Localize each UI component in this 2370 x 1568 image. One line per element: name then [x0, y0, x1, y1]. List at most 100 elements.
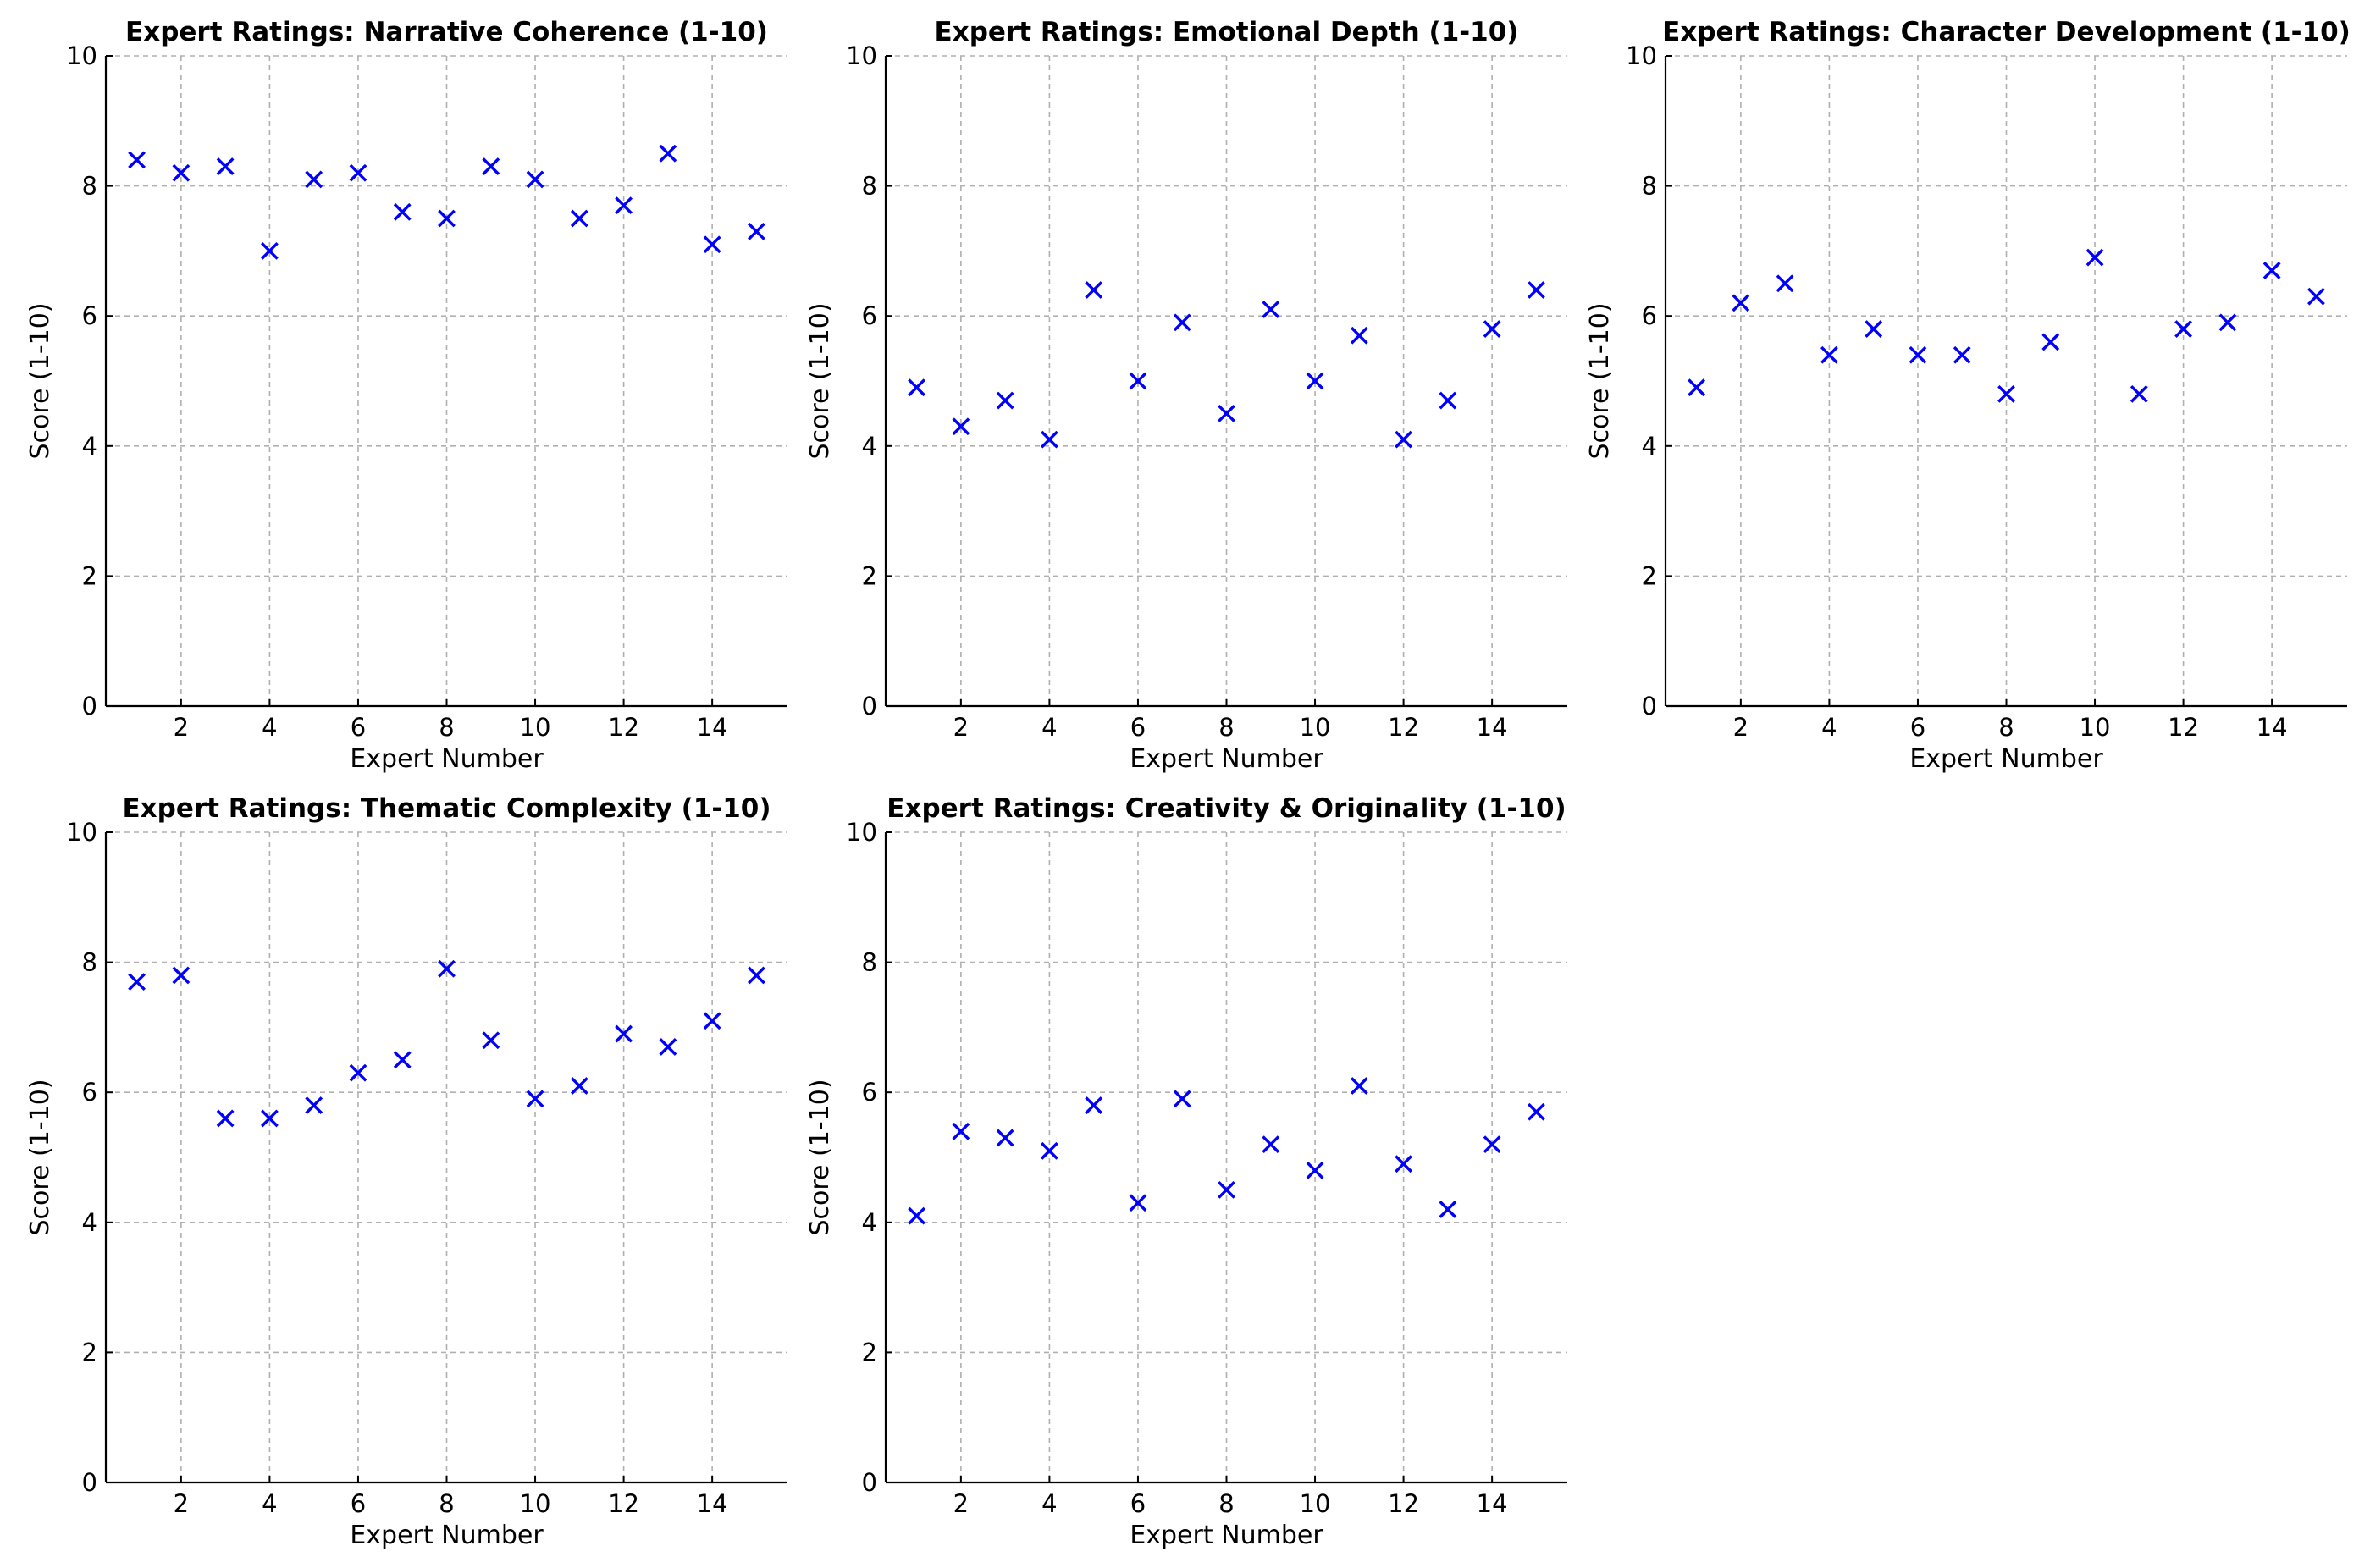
data-point [659, 144, 677, 163]
y-tick-label: 4 [82, 1208, 97, 1237]
y-tick-label: 2 [82, 1338, 97, 1366]
data-point [1041, 430, 1058, 449]
x-tick-label: 6 [351, 1489, 366, 1518]
x-tick-label: 6 [1910, 713, 1925, 742]
y-tick-label: 8 [862, 172, 877, 201]
data-point [996, 391, 1014, 410]
y-tick-label: 6 [862, 301, 877, 330]
x-tick-label: 2 [953, 1489, 969, 1518]
y-tick-label: 4 [82, 432, 97, 461]
data-point [1262, 301, 1280, 318]
data-point [393, 202, 412, 221]
chart-title: Expert Ratings: Narrative Coherence (1-1… [125, 17, 768, 47]
y-tick-label: 0 [862, 1468, 877, 1497]
x-tick-label: 2 [174, 1489, 189, 1518]
data-point [438, 959, 456, 978]
chart-panel-3: 0 2 4 6 8 10 2 4 6 8 10 12 14 Expert Ratings: Charact… [1585, 17, 2351, 774]
data-point [216, 1109, 235, 1128]
y-tick-label: 0 [82, 692, 97, 721]
data-point [2041, 333, 2060, 351]
y-axis-label: Score (1-10) [805, 1079, 835, 1235]
x-tick-label: 8 [1998, 713, 2014, 742]
x-axis-label: Expert Number [350, 1521, 544, 1550]
y-tick-label: 8 [82, 172, 97, 201]
x-tick-label: 12 [608, 1489, 639, 1518]
data-point [2085, 248, 2104, 267]
data-point [1085, 281, 1103, 299]
x-axis-label: Expert Number [1130, 744, 1323, 774]
y-tick-label: 8 [1642, 172, 1657, 201]
data-point [748, 222, 765, 240]
data-point [908, 1206, 925, 1225]
x-tick-label: 14 [697, 713, 728, 742]
x-axis-label: Expert Number [1909, 744, 2103, 774]
data-point [748, 966, 765, 985]
x-tick-label: 12 [1388, 713, 1419, 742]
data-point [2262, 262, 2281, 279]
y-axis-label: Score (1-10) [25, 1079, 55, 1235]
y-tick-label: 0 [1642, 692, 1657, 721]
x-tick-label: 10 [1300, 713, 1331, 742]
x-tick-label: 6 [1130, 1489, 1146, 1518]
data-point [1483, 1135, 1501, 1154]
chart-panel-2: 0 2 4 6 8 10 2 4 6 8 10 12 14 Expert Ratings: Emotion… [805, 17, 1567, 774]
x-tick-label: 14 [1477, 1489, 1508, 1518]
y-axis-label: Score (1-10) [805, 302, 835, 459]
data-point [261, 1109, 279, 1128]
y-tick-label: 4 [1642, 432, 1657, 461]
y-tick-label: 0 [862, 692, 877, 721]
x-tick-label: 2 [174, 713, 189, 742]
y-tick-label: 4 [862, 1208, 877, 1237]
y-tick-label: 10 [1626, 41, 1657, 70]
data-point [216, 157, 235, 175]
data-point [1041, 1141, 1058, 1160]
y-tick-label: 6 [82, 1078, 97, 1107]
data-point [615, 196, 633, 215]
y-tick-label: 2 [862, 1338, 877, 1366]
chart-panel-5: 0 2 4 6 8 10 2 4 6 8 10 12 14 Expert Ratings: Creativ… [805, 793, 1567, 1550]
chart-title: Expert Ratings: Character Development (1… [1662, 17, 2351, 47]
x-tick-label: 6 [1130, 713, 1146, 742]
data-point [996, 1129, 1014, 1147]
data-point [1395, 430, 1412, 449]
data-point [2218, 313, 2237, 332]
data-point [261, 241, 279, 260]
data-point [908, 378, 925, 397]
data-point [1439, 1201, 1457, 1218]
data-point [526, 1090, 544, 1108]
data-point [482, 157, 500, 175]
chart-title: Expert Ratings: Emotional Depth (1-10) [935, 17, 1519, 47]
data-point [2174, 320, 2192, 338]
data-point [1173, 313, 1191, 332]
data-point [1306, 1161, 1324, 1179]
x-axis-label: Expert Number [350, 744, 544, 774]
data-point [1218, 1180, 1235, 1199]
data-point [1306, 372, 1324, 390]
data-point [1732, 294, 1750, 312]
x-tick-label: 8 [439, 713, 454, 742]
data-point [393, 1051, 412, 1069]
y-tick-label: 10 [846, 41, 877, 70]
data-point [1262, 1135, 1280, 1154]
data-point [2130, 384, 2148, 403]
x-tick-label: 2 [1733, 713, 1748, 742]
data-point [1909, 345, 1927, 364]
data-point [1085, 1096, 1103, 1114]
x-tick-label: 10 [520, 1489, 551, 1518]
x-tick-label: 4 [262, 713, 277, 742]
x-tick-label: 10 [2080, 713, 2111, 742]
data-point [659, 1038, 677, 1056]
data-point [952, 1122, 970, 1140]
y-tick-label: 6 [1642, 301, 1657, 330]
x-tick-label: 14 [697, 1489, 728, 1518]
x-tick-label: 12 [1388, 1489, 1419, 1518]
data-point [128, 973, 146, 991]
data-point [615, 1024, 633, 1043]
y-tick-label: 8 [82, 948, 97, 977]
data-point [1997, 384, 2015, 403]
data-point [1776, 274, 1794, 293]
y-tick-label: 2 [82, 561, 97, 590]
data-point [128, 151, 146, 169]
chart-title: Expert Ratings: Thematic Complexity (1-1… [122, 793, 771, 824]
data-point [1350, 326, 1368, 345]
